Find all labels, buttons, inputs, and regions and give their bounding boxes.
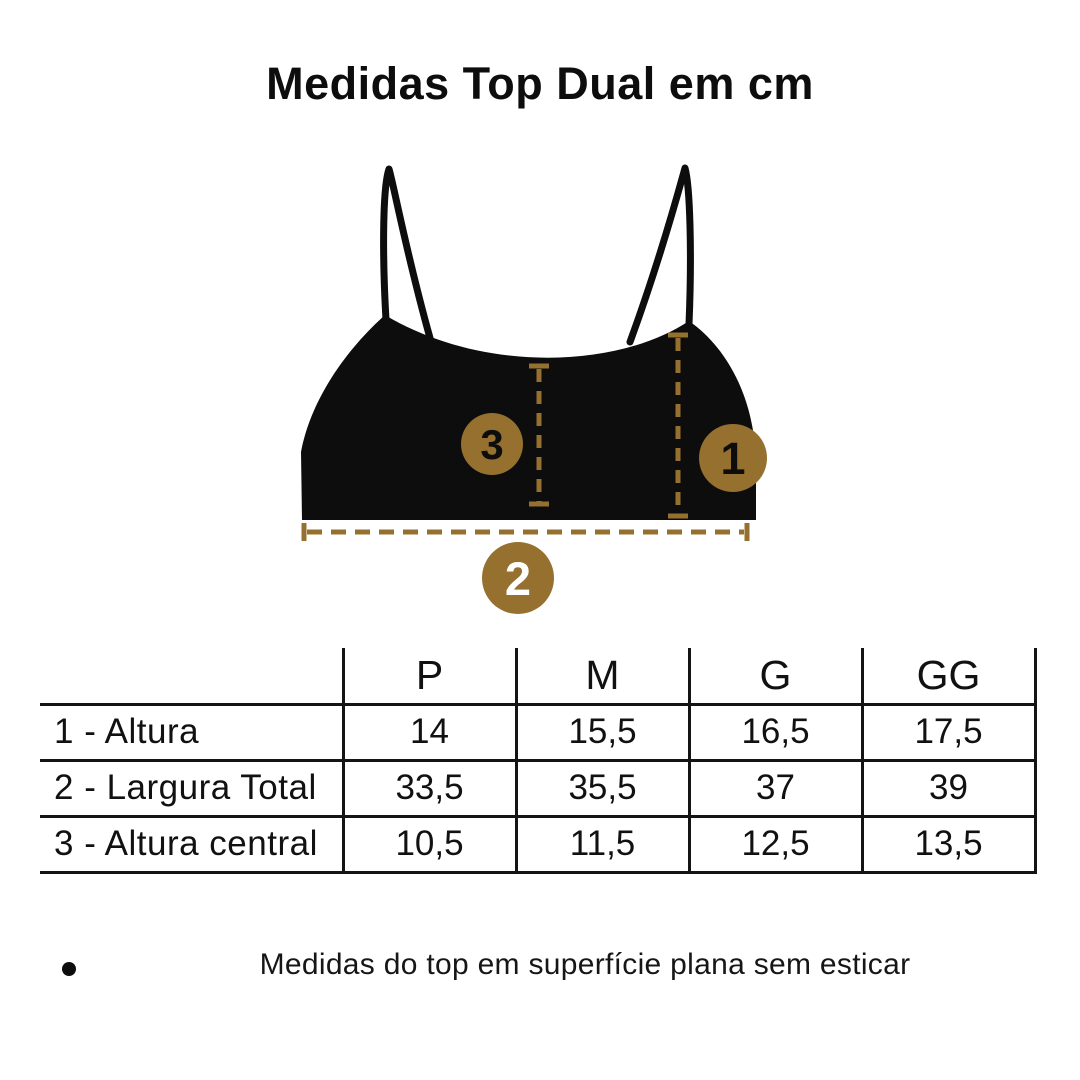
cell-central-gg: 13,5 xyxy=(860,816,1037,874)
cell-largura-gg: 39 xyxy=(860,760,1037,818)
size-table: P M G GG 1 - Altura 14 15,5 16,5 17,5 2 … xyxy=(40,648,1037,874)
cell-central-g: 12,5 xyxy=(687,816,862,874)
marker-1-number: 1 xyxy=(720,433,745,484)
table-row-altura-central: 3 - Altura central 10,5 11,5 12,5 13,5 xyxy=(40,816,1037,874)
row-label-altura-central: 3 - Altura central xyxy=(40,816,343,874)
left-strap xyxy=(380,165,434,342)
row-label-largura-total: 2 - Largura Total xyxy=(40,760,343,818)
table-row-largura-total: 2 - Largura Total 33,5 35,5 37 39 xyxy=(40,760,1037,818)
page-title: Medidas Top Dual em cm xyxy=(266,58,814,109)
cell-altura-p: 14 xyxy=(341,704,516,762)
bra-silhouette xyxy=(301,315,756,520)
row-label-altura: 1 - Altura xyxy=(40,704,343,762)
cell-largura-g: 37 xyxy=(687,760,862,818)
cell-central-p: 10,5 xyxy=(341,816,516,874)
header-size-p: P xyxy=(341,648,516,706)
bullet-icon xyxy=(62,962,76,976)
header-size-m: M xyxy=(514,648,689,706)
cell-central-m: 11,5 xyxy=(514,816,689,874)
cell-altura-m: 15,5 xyxy=(514,704,689,762)
marker-2-badge: 2 xyxy=(482,542,554,614)
footnote-text: Medidas do top em superfície plana sem e… xyxy=(259,948,911,981)
header-size-g: G xyxy=(687,648,862,706)
cell-altura-g: 16,5 xyxy=(687,704,862,762)
cell-largura-p: 33,5 xyxy=(341,760,516,818)
footnote: Medidas do top em superfície plana sem e… xyxy=(0,948,1080,998)
marker-2-number: 2 xyxy=(505,552,531,605)
cell-altura-gg: 17,5 xyxy=(860,704,1037,762)
header-empty-cell xyxy=(40,648,343,706)
size-table-header-row: P M G GG xyxy=(40,648,1037,706)
cell-largura-m: 35,5 xyxy=(514,760,689,818)
right-strap xyxy=(626,164,694,346)
header-size-gg: GG xyxy=(860,648,1037,706)
measure-line-3 xyxy=(529,363,549,507)
marker-1-badge: 1 xyxy=(699,424,767,492)
marker-3-badge: 3 xyxy=(461,413,523,475)
marker-3-number: 3 xyxy=(480,421,503,468)
measure-line-1 xyxy=(668,332,688,519)
measure-line-2 xyxy=(301,523,750,541)
table-row-altura: 1 - Altura 14 15,5 16,5 17,5 xyxy=(40,704,1037,762)
